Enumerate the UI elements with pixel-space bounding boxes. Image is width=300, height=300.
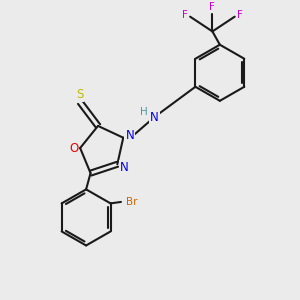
Text: N: N [150, 110, 159, 124]
Text: N: N [119, 161, 128, 174]
Text: N: N [125, 129, 134, 142]
Text: F: F [209, 2, 215, 12]
Text: H: H [140, 107, 148, 117]
Text: O: O [69, 142, 78, 154]
Text: F: F [182, 10, 188, 20]
Text: S: S [76, 88, 83, 101]
Text: Br: Br [126, 197, 137, 207]
Text: F: F [237, 10, 243, 20]
